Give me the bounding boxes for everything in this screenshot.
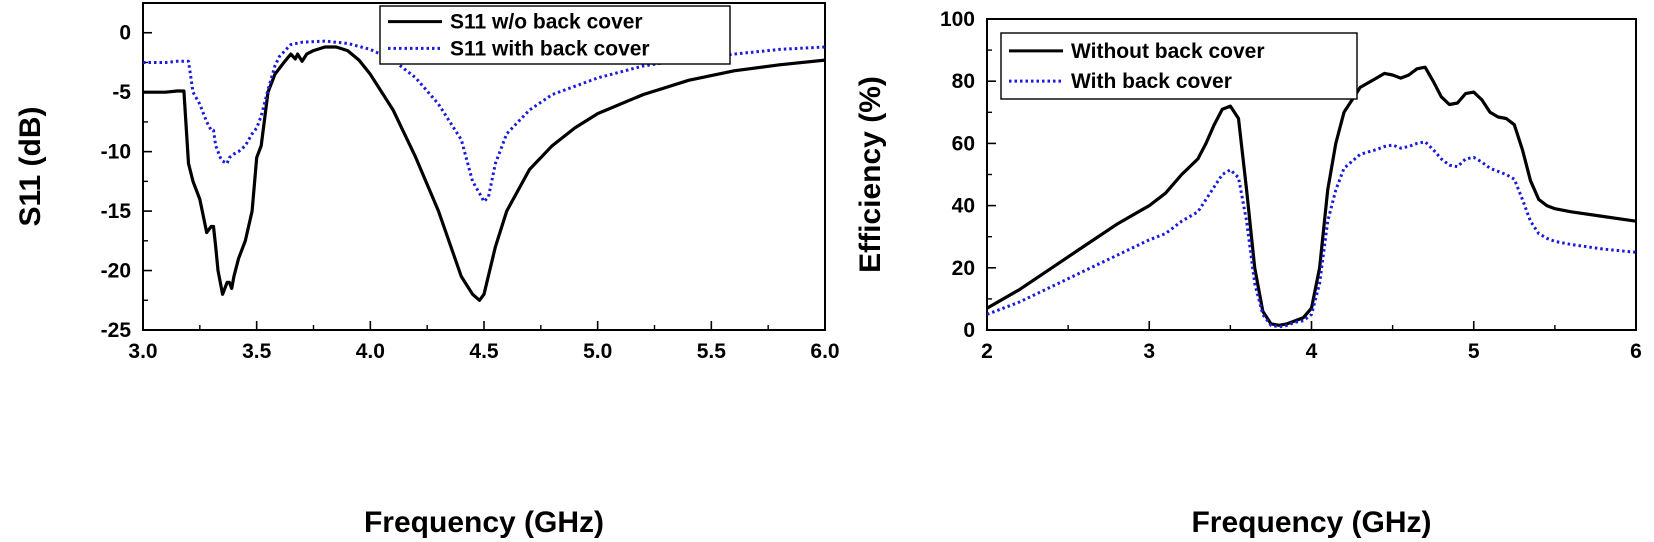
- y-tick-label: -15: [101, 200, 132, 223]
- x-tick-label: 3.0: [128, 340, 157, 363]
- y-tick-label: 0: [119, 22, 131, 45]
- x-tick-label: 5.5: [697, 340, 727, 363]
- y-tick-label: -5: [112, 81, 131, 104]
- y-tick-label: 60: [952, 132, 975, 155]
- s11-chart: 3.0 3.5 4.0 4.5 5.0 5.5 6.0 0 -5 -10 -15 -20 -25 Freq…: [14, 2, 840, 539]
- series-line-without-cover: [143, 45, 825, 302]
- y-tick-label: -20: [101, 260, 131, 283]
- series-line-with-cover: [987, 140, 1636, 329]
- y-tick-label: 80: [952, 70, 975, 93]
- y-tick-label: -25: [101, 319, 132, 342]
- series-line-without-cover: [987, 65, 1636, 327]
- y-axis-title: S11 (dB): [14, 106, 47, 226]
- x-tick-label: 4: [1306, 340, 1318, 363]
- legend-label: S11 with back cover: [450, 37, 650, 60]
- x-tick-label: 5: [1468, 340, 1480, 363]
- y-tick-label: 20: [952, 257, 975, 280]
- x-tick-label: 6.0: [810, 340, 839, 363]
- x-tick-label: 5.0: [583, 340, 612, 363]
- legend-box: [1000, 32, 1358, 100]
- series-line-with-cover: [143, 39, 825, 204]
- x-tick-label: 4.5: [469, 340, 499, 363]
- y-tick-label: 100: [940, 8, 975, 31]
- x-tick-label: 3: [1143, 340, 1155, 363]
- x-tick-label: 2: [981, 340, 993, 363]
- legend-box: [379, 5, 731, 65]
- legend-label: Without back cover: [1071, 40, 1265, 63]
- y-tick-label: 40: [952, 195, 975, 218]
- x-axis-title: Frequency (GHz): [364, 506, 604, 539]
- x-axis-title: Frequency (GHz): [1191, 506, 1431, 539]
- x-tick-label: 3.5: [242, 340, 272, 363]
- x-tick-label: 4.0: [356, 340, 385, 363]
- y-axis-title: Efficiency (%): [854, 76, 887, 273]
- y-tick-label: 0: [963, 319, 975, 342]
- x-tick-label: 6: [1630, 340, 1642, 363]
- y-tick-label: -10: [101, 141, 131, 164]
- legend-label: With back cover: [1071, 70, 1232, 93]
- legend-label: S11 w/o back cover: [450, 11, 643, 34]
